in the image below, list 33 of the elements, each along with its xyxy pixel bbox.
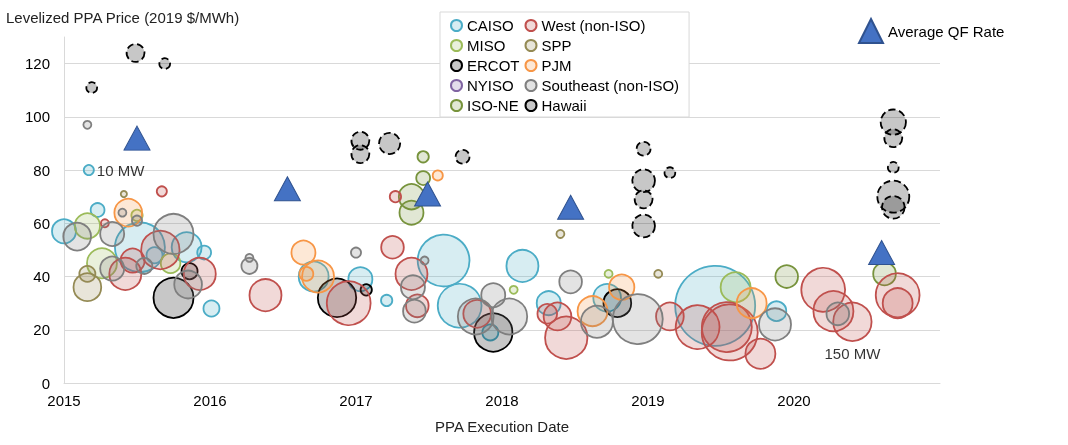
annotation: 150 MW (824, 344, 882, 362)
x-tick-label: 2016 (193, 392, 227, 409)
y-tick-label: 60 (33, 214, 50, 232)
legend-label: MISO (467, 37, 506, 54)
point (868, 240, 896, 266)
point (414, 181, 442, 207)
legend-label: Southeast (non-ISO) (541, 77, 680, 94)
legend-label: ERCOT (467, 57, 520, 74)
legend-label: SPP (541, 37, 572, 54)
legend-label: PJM (541, 57, 572, 74)
x-tick-label: 2019 (631, 392, 665, 409)
y-tick-label: 20 (33, 321, 50, 339)
y-tick-label: 100 (24, 108, 50, 126)
legend-label: Hawaii (541, 97, 587, 114)
y-axis-title: Levelized PPA Price (2019 $/MWh) (6, 9, 240, 26)
point (557, 194, 585, 220)
point (273, 176, 301, 202)
x-axis-title: PPA Execution Date (435, 418, 569, 435)
x-tick-label: 2020 (777, 392, 811, 409)
y-tick-label: 120 (24, 55, 50, 73)
legend-label: NYISO (467, 77, 514, 94)
y-tick-label: 80 (33, 161, 50, 179)
annotation: 10 MW (96, 161, 146, 179)
y-tick-label: 40 (33, 268, 50, 286)
x-tick-label: 2015 (47, 392, 81, 409)
x-tick-label: 2018 (485, 392, 519, 409)
legend-label: West (non-ISO) (541, 17, 646, 34)
legend-label: Average QF Rate (888, 22, 1005, 40)
legend-label: CAISO (467, 17, 514, 34)
y-tick-label: 0 (41, 374, 50, 392)
x-tick-label: 2017 (339, 392, 373, 409)
legend-label: ISO-NE (467, 97, 519, 114)
point (123, 125, 151, 151)
